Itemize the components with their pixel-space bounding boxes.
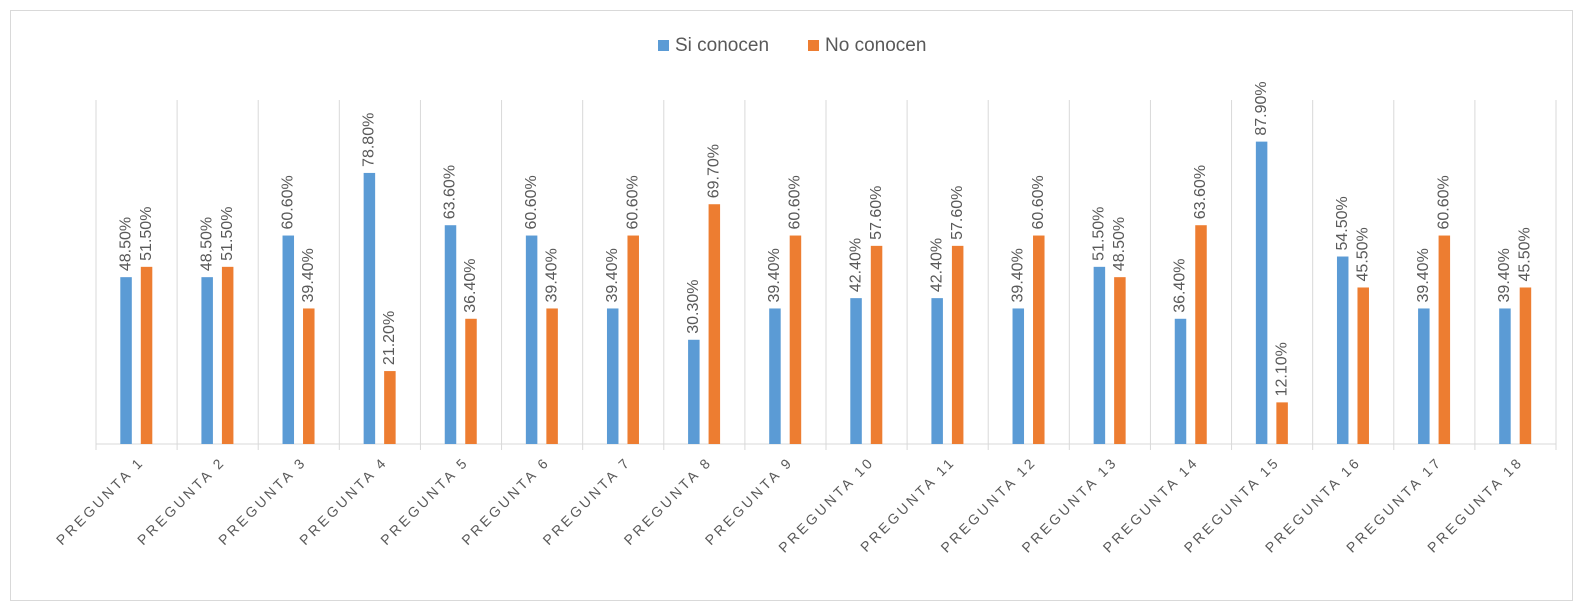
bar (1033, 235, 1045, 444)
bar (546, 308, 558, 444)
bar (525, 235, 538, 444)
bar (1114, 277, 1126, 444)
bar (221, 266, 234, 444)
value-label: 48.50% (198, 217, 215, 271)
value-label: 87.90% (1253, 81, 1270, 135)
bar (1276, 402, 1288, 444)
legend-label: Si conocen (675, 35, 769, 56)
value-label: 51.50% (219, 207, 236, 261)
value-label: 36.40% (1172, 259, 1189, 313)
value-label: 39.40% (1415, 248, 1432, 302)
bar (627, 235, 639, 444)
bar (1357, 287, 1369, 444)
bar (1195, 225, 1207, 444)
bar (1336, 256, 1349, 444)
bar (1438, 235, 1451, 444)
bar (1519, 287, 1532, 444)
value-label: 21.20% (381, 311, 398, 365)
bar (1093, 266, 1106, 444)
bar (303, 308, 315, 444)
bar (931, 298, 943, 444)
legend-swatch (808, 40, 819, 51)
value-label: 42.40% (928, 238, 945, 292)
bar (1255, 141, 1268, 444)
value-label: 60.60% (279, 175, 296, 229)
bar (384, 371, 396, 444)
legend-label: No conocen (825, 35, 926, 56)
value-label: 63.60% (442, 165, 459, 219)
value-label: 30.30% (685, 280, 702, 334)
bar (951, 245, 964, 444)
value-label: 39.40% (604, 248, 621, 302)
bar (1499, 308, 1511, 444)
value-label: 39.40% (1496, 248, 1513, 302)
value-label: 36.40% (462, 259, 479, 313)
value-label: 42.40% (847, 238, 864, 292)
value-label: 60.60% (1030, 175, 1047, 229)
value-label: 45.50% (1517, 227, 1534, 281)
legend-swatch (658, 40, 669, 51)
value-label: 60.60% (523, 175, 540, 229)
bar (789, 235, 802, 444)
bar (769, 308, 781, 444)
value-label: 57.60% (949, 186, 966, 240)
bar (1174, 318, 1187, 444)
value-label: 48.50% (117, 217, 134, 271)
value-label: 48.50% (1111, 217, 1128, 271)
bar (870, 245, 883, 444)
value-label: 39.40% (300, 248, 317, 302)
bar (1012, 308, 1025, 444)
value-label: 60.60% (624, 175, 641, 229)
value-label: 39.40% (543, 248, 560, 302)
bar (850, 298, 862, 444)
value-label: 39.40% (766, 248, 783, 302)
bar (201, 277, 213, 444)
bar (282, 235, 295, 444)
value-label: 78.80% (361, 113, 378, 167)
value-label: 60.60% (1436, 175, 1453, 229)
bar (1418, 308, 1430, 444)
bar (363, 172, 376, 445)
bar (444, 225, 457, 444)
bar (465, 318, 477, 444)
value-label: 51.50% (138, 207, 155, 261)
value-label: 69.70% (706, 144, 723, 198)
value-label: 45.50% (1354, 227, 1371, 281)
value-label: 39.40% (1009, 248, 1026, 302)
value-label: 12.10% (1273, 342, 1290, 396)
bar (606, 308, 619, 444)
value-label: 60.60% (787, 175, 804, 229)
bar (120, 277, 132, 444)
value-label: 54.50% (1334, 196, 1351, 250)
value-label: 63.60% (1192, 165, 1209, 219)
bar (140, 266, 153, 444)
value-label: 51.50% (1091, 207, 1108, 261)
value-label: 57.60% (868, 186, 885, 240)
bar (688, 339, 700, 444)
bar (708, 204, 721, 444)
